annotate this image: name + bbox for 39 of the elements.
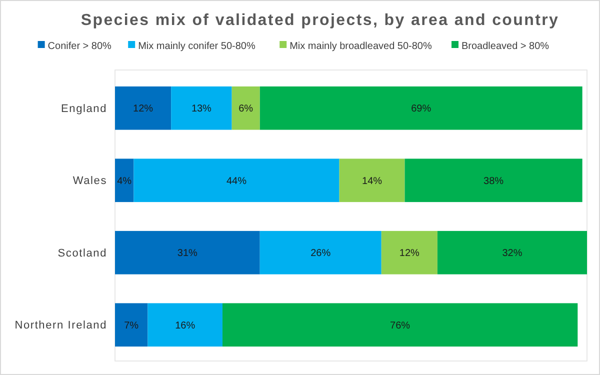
bar xyxy=(115,86,172,130)
data-label: 6% xyxy=(238,104,254,115)
bar xyxy=(148,303,222,347)
legend-label: Mix mainly conifer 50-80% xyxy=(138,41,256,52)
bar xyxy=(222,303,578,347)
data-label: 13% xyxy=(191,104,212,115)
bar xyxy=(134,158,340,202)
bar xyxy=(339,158,405,202)
bar xyxy=(115,158,134,202)
data-label: 26% xyxy=(310,248,331,260)
data-label: 38% xyxy=(484,176,504,187)
bar xyxy=(232,86,260,130)
y-tick-label: England xyxy=(61,102,107,115)
legend-label: Broadleaved > 80% xyxy=(462,41,550,52)
data-label: 12% xyxy=(133,104,154,115)
data-label: 16% xyxy=(175,320,196,332)
bar xyxy=(437,230,587,274)
chart-title: Species mix of validated projects, by area and country xyxy=(80,12,560,29)
bar xyxy=(404,158,582,202)
y-tick-label: Scotland xyxy=(58,247,107,260)
legend-label: Mix mainly broadleaved 50-80% xyxy=(290,41,432,52)
bar xyxy=(381,230,438,274)
bar xyxy=(115,230,260,274)
data-label: 4% xyxy=(117,176,132,187)
y-tick-label: Northern Ireland xyxy=(14,320,107,332)
data-label: 76% xyxy=(390,320,410,332)
data-label: 44% xyxy=(226,176,247,187)
data-label: 32% xyxy=(502,248,522,260)
bar xyxy=(171,86,232,130)
legend-label: Conifer > 80% xyxy=(48,41,112,52)
data-label: 7% xyxy=(124,320,139,332)
data-label: 14% xyxy=(362,176,382,187)
bar xyxy=(260,230,382,274)
bar xyxy=(260,86,582,130)
data-label: 12% xyxy=(399,248,420,260)
bar xyxy=(115,303,148,347)
y-tick-label: Wales xyxy=(72,175,107,188)
data-label: 69% xyxy=(411,104,432,115)
data-label: 31% xyxy=(177,248,198,260)
